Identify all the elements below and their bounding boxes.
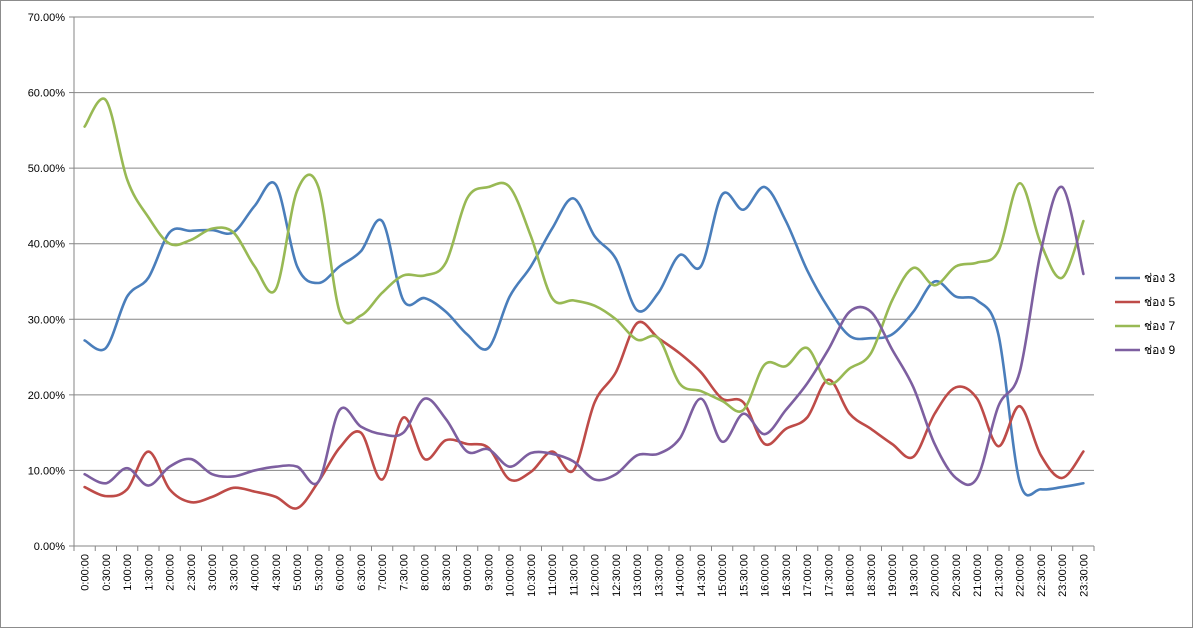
y-tick-label-4: 40.00% (28, 239, 66, 251)
x-tick-label-20: 10:00:00 (505, 554, 517, 597)
y-tick-label-6: 60.00% (28, 88, 66, 100)
x-tick-label-15: 7:30:00 (398, 554, 410, 591)
x-tick-label-2: 1:00:00 (122, 554, 134, 591)
x-tick-label-21: 10:30:00 (526, 554, 538, 597)
legend-label-0: ช่อง 3 (1144, 271, 1176, 285)
x-tick-label-30: 15:00:00 (717, 554, 729, 597)
x-tick-label-12: 6:00:00 (335, 554, 347, 591)
x-tick-label-13: 6:30:00 (356, 554, 368, 591)
x-tick-label-7: 3:30:00 (228, 554, 240, 591)
legend-label-1: ช่อง 5 (1144, 295, 1176, 309)
x-tick-label-3: 1:30:00 (143, 554, 155, 591)
legend-label-3: ช่อง 9 (1144, 343, 1176, 357)
x-tick-label-18: 9:00:00 (462, 554, 474, 591)
x-tick-label-27: 13:30:00 (653, 554, 665, 597)
series-line-2 (83, 97, 1085, 413)
x-tick-label-43: 21:30:00 (993, 554, 1005, 597)
x-tick-label-16: 8:00:00 (420, 554, 432, 591)
x-tick-label-23: 11:30:00 (568, 554, 580, 596)
legend-label-2: ช่อง 7 (1144, 319, 1176, 333)
x-tick-label-45: 22:30:00 (1036, 554, 1048, 597)
y-tick-label-3: 30.00% (28, 314, 66, 326)
x-tick-label-29: 14:30:00 (696, 554, 708, 597)
x-tick-label-42: 21:00:00 (972, 554, 984, 597)
series-line-3 (83, 185, 1085, 487)
x-tick-label-35: 17:30:00 (823, 554, 835, 597)
x-tick-label-31: 15:30:00 (738, 554, 750, 597)
x-tick-label-1: 0:30:00 (101, 554, 113, 591)
x-tick-label-14: 7:00:00 (377, 554, 389, 591)
y-tick-label-7: 70.00% (28, 12, 66, 24)
x-tick-label-0: 0:00:00 (80, 554, 92, 591)
x-tick-label-9: 4:30:00 (271, 554, 283, 591)
x-tick-label-44: 22:00:00 (1015, 554, 1027, 597)
y-tick-label-2: 20.00% (28, 390, 66, 402)
x-tick-label-11: 5:30:00 (313, 554, 325, 591)
x-tick-label-5: 2:30:00 (186, 554, 198, 591)
x-tick-label-34: 17:00:00 (802, 554, 814, 597)
x-tick-label-32: 16:00:00 (760, 554, 772, 597)
x-tick-label-41: 20:30:00 (951, 554, 963, 597)
x-tick-label-40: 20:00:00 (930, 554, 942, 597)
y-tick-label-0: 0.00% (34, 541, 65, 553)
x-tick-label-36: 18:00:00 (845, 554, 857, 597)
x-tick-label-8: 4:00:00 (250, 554, 262, 591)
x-tick-label-33: 16:30:00 (781, 554, 793, 597)
series-line-0 (83, 181, 1085, 497)
x-tick-label-28: 14:00:00 (675, 554, 687, 597)
x-tick-label-6: 3:00:00 (207, 554, 219, 591)
series-line-1 (83, 320, 1085, 510)
x-tick-label-26: 13:00:00 (632, 554, 644, 597)
x-tick-label-4: 2:00:00 (165, 554, 177, 591)
x-tick-label-24: 12:00:00 (590, 554, 602, 597)
x-tick-label-47: 23:30:00 (1078, 554, 1090, 597)
x-tick-label-10: 5:00:00 (292, 554, 304, 591)
x-tick-label-38: 19:00:00 (887, 554, 899, 597)
x-tick-label-22: 11:00:00 (547, 554, 559, 596)
y-tick-label-5: 50.00% (28, 163, 66, 175)
x-tick-label-17: 8:30:00 (441, 554, 453, 591)
x-tick-label-46: 23:00:00 (1057, 554, 1069, 597)
x-tick-label-37: 18:30:00 (866, 554, 878, 597)
y-tick-label-1: 10.00% (28, 465, 66, 477)
x-tick-label-39: 19:30:00 (908, 554, 920, 597)
x-tick-label-25: 12:30:00 (611, 554, 623, 597)
x-tick-label-19: 9:30:00 (483, 554, 495, 591)
